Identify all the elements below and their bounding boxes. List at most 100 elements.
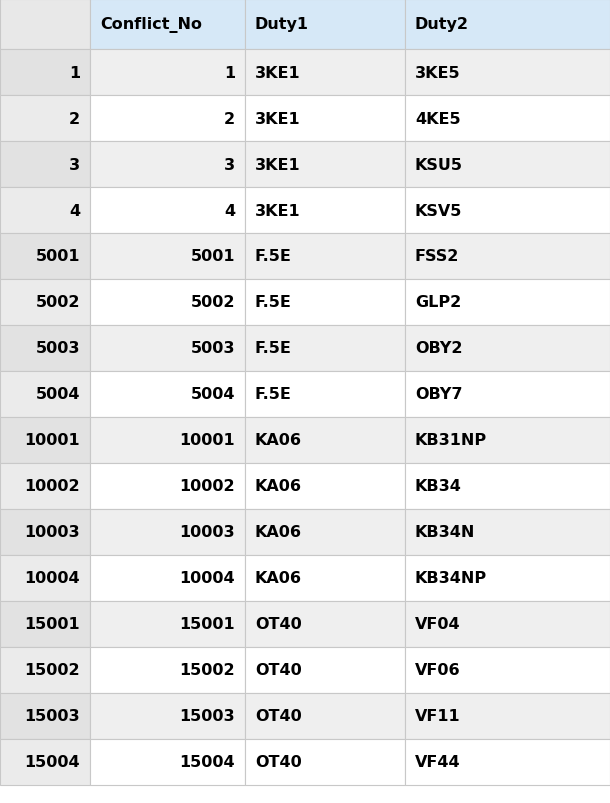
Text: 10003: 10003 — [24, 525, 80, 540]
Bar — [405, 418, 610, 463]
Bar — [405, 96, 610, 142]
Bar — [0, 509, 90, 556]
Bar — [0, 234, 90, 279]
Text: KB34: KB34 — [415, 479, 462, 494]
Text: 10004: 10004 — [179, 571, 235, 585]
Bar — [90, 0, 245, 50]
Bar — [90, 463, 245, 509]
Text: 10002: 10002 — [179, 479, 235, 494]
Bar — [0, 418, 90, 463]
Bar — [0, 372, 90, 418]
Text: 15004: 15004 — [24, 755, 80, 769]
Text: 4: 4 — [69, 203, 80, 218]
Text: Conflict_No: Conflict_No — [100, 17, 202, 33]
Bar — [405, 509, 610, 556]
Bar — [405, 188, 610, 234]
Bar — [90, 50, 245, 96]
Text: 5001: 5001 — [190, 249, 235, 264]
Bar — [245, 325, 405, 372]
Text: 10002: 10002 — [24, 479, 80, 494]
Bar — [90, 509, 245, 556]
Bar — [0, 601, 90, 647]
Bar — [0, 556, 90, 601]
Text: KB31NP: KB31NP — [415, 433, 487, 448]
Text: VF11: VF11 — [415, 708, 461, 724]
Bar — [245, 142, 405, 188]
Text: OT40: OT40 — [255, 708, 302, 724]
Bar — [245, 556, 405, 601]
Bar — [0, 647, 90, 693]
Text: VF44: VF44 — [415, 755, 461, 769]
Text: OT40: OT40 — [255, 755, 302, 769]
Text: VF04: VF04 — [415, 617, 461, 632]
Text: 10003: 10003 — [179, 525, 235, 540]
Bar — [245, 188, 405, 234]
Text: Duty2: Duty2 — [415, 18, 469, 32]
Bar — [90, 372, 245, 418]
Bar — [0, 0, 90, 50]
Bar — [405, 234, 610, 279]
Bar — [405, 50, 610, 96]
Bar — [0, 188, 90, 234]
Text: 1: 1 — [69, 65, 80, 80]
Bar — [0, 50, 90, 96]
Text: 10001: 10001 — [179, 433, 235, 448]
Bar — [90, 601, 245, 647]
Bar — [90, 693, 245, 739]
Text: 4KE5: 4KE5 — [415, 112, 461, 126]
Text: KSU5: KSU5 — [415, 157, 463, 173]
Bar — [90, 647, 245, 693]
Text: Duty1: Duty1 — [255, 18, 309, 32]
Text: 10004: 10004 — [24, 571, 80, 585]
Bar — [245, 96, 405, 142]
Text: 5001: 5001 — [35, 249, 80, 264]
Bar — [405, 647, 610, 693]
Bar — [405, 463, 610, 509]
Bar — [0, 279, 90, 325]
Text: KSV5: KSV5 — [415, 203, 462, 218]
Text: FSS2: FSS2 — [415, 249, 459, 264]
Text: KA06: KA06 — [255, 525, 302, 540]
Text: 3KE5: 3KE5 — [415, 65, 461, 80]
Text: 3KE1: 3KE1 — [255, 157, 301, 173]
Text: 4: 4 — [224, 203, 235, 218]
Text: F.5E: F.5E — [255, 387, 292, 402]
Bar — [245, 279, 405, 325]
Text: KA06: KA06 — [255, 433, 302, 448]
Bar — [245, 509, 405, 556]
Text: OBY2: OBY2 — [415, 341, 462, 356]
Text: KB34NP: KB34NP — [415, 571, 487, 585]
Bar — [245, 693, 405, 739]
Text: 15003: 15003 — [24, 708, 80, 724]
Text: 5002: 5002 — [190, 296, 235, 310]
Text: 5003: 5003 — [35, 341, 80, 356]
Bar — [405, 142, 610, 188]
Text: 15001: 15001 — [24, 617, 80, 632]
Bar — [245, 418, 405, 463]
Text: 3: 3 — [69, 157, 80, 173]
Bar — [245, 647, 405, 693]
Bar — [0, 739, 90, 785]
Text: F.5E: F.5E — [255, 341, 292, 356]
Bar — [90, 188, 245, 234]
Bar — [90, 418, 245, 463]
Text: 15004: 15004 — [179, 755, 235, 769]
Text: 5002: 5002 — [35, 296, 80, 310]
Bar — [0, 142, 90, 188]
Bar — [405, 325, 610, 372]
Bar — [0, 325, 90, 372]
Bar — [90, 96, 245, 142]
Bar — [405, 372, 610, 418]
Text: GLP2: GLP2 — [415, 296, 461, 310]
Text: VF06: VF06 — [415, 662, 461, 678]
Text: 10001: 10001 — [24, 433, 80, 448]
Text: OT40: OT40 — [255, 662, 302, 678]
Text: F.5E: F.5E — [255, 249, 292, 264]
Text: 2: 2 — [69, 112, 80, 126]
Text: 2: 2 — [224, 112, 235, 126]
Text: 5003: 5003 — [190, 341, 235, 356]
Text: OT40: OT40 — [255, 617, 302, 632]
Bar — [405, 601, 610, 647]
Bar — [90, 234, 245, 279]
Bar — [245, 372, 405, 418]
